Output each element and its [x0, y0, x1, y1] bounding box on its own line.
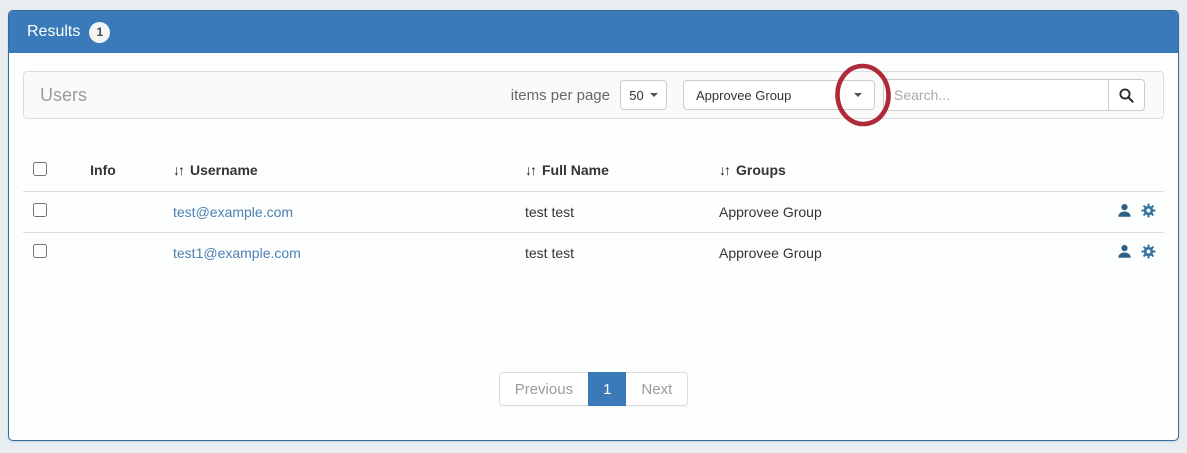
next-page-button[interactable]: Next [625, 372, 689, 406]
user-profile-icon[interactable] [1117, 203, 1132, 218]
caret-down-icon [854, 93, 862, 97]
sort-icon: ↓↑ [525, 162, 537, 179]
toolbar-controls: items per page 50 Approvee Group [511, 79, 1145, 111]
search-input[interactable] [883, 79, 1108, 111]
table-row: test@example.com test test Approvee Grou… [23, 191, 1164, 232]
username-link[interactable]: test1@example.com [173, 244, 301, 261]
sort-icon: ↓↑ [719, 162, 731, 179]
column-header-actions [1019, 150, 1164, 192]
previous-page-button[interactable]: Previous [498, 372, 590, 406]
results-count-badge: 1 [89, 21, 111, 43]
table-header-row: Info ↓↑ Username ↓↑ Full Name ↓↑ Groups [23, 150, 1164, 192]
info-cell [63, 191, 173, 232]
groups-cell: Approvee Group [719, 231, 1019, 273]
sort-icon: ↓↑ [173, 162, 185, 179]
row-checkbox[interactable] [33, 244, 47, 259]
results-panel-body: Users items per page 50 Approvee Group [9, 53, 1178, 406]
full-name-cell: test test [525, 231, 719, 273]
pagination: Previous 1 Next [23, 372, 1164, 406]
results-panel: Results 1 Users items per page 50 Approv… [8, 10, 1179, 441]
users-toolbar: Users items per page 50 Approvee Group [23, 71, 1164, 119]
select-all-checkbox[interactable] [33, 161, 47, 176]
column-header-groups[interactable]: ↓↑ Groups [719, 150, 1019, 192]
items-per-page-dropdown[interactable]: 50 [620, 80, 667, 110]
column-header-full-name[interactable]: ↓↑ Full Name [525, 150, 719, 192]
page-1-button[interactable]: 1 [588, 372, 627, 406]
username-link[interactable]: test@example.com [173, 203, 294, 220]
items-per-page-value: 50 [629, 87, 644, 103]
row-checkbox[interactable] [33, 203, 47, 217]
user-profile-icon[interactable] [1117, 244, 1132, 259]
settings-gear-icon[interactable] [1141, 244, 1156, 259]
users-section-title: Users [40, 84, 88, 105]
full-name-cell: test test [525, 203, 575, 220]
settings-gear-icon[interactable] [1141, 202, 1156, 218]
items-per-page-label: items per page [510, 86, 610, 104]
column-header-info: Info [63, 150, 173, 192]
search-group [883, 79, 1145, 111]
caret-down-icon [649, 93, 658, 97]
group-filter-dropdown[interactable]: Approvee Group [683, 80, 875, 110]
column-header-username[interactable]: ↓↑ Username [173, 150, 525, 192]
group-filter-value: Approvee Group [696, 87, 792, 103]
search-icon [1118, 87, 1135, 104]
users-table: Info ↓↑ Username ↓↑ Full Name ↓↑ Groups tes… [23, 150, 1164, 273]
groups-cell: Approvee Group [719, 203, 822, 220]
table-row: test1@example.com test test Approvee Gro… [23, 231, 1164, 273]
results-panel-header: Results 1 [9, 11, 1178, 53]
info-cell [63, 231, 173, 273]
search-button[interactable] [1108, 79, 1145, 111]
results-title: Results [27, 23, 81, 40]
